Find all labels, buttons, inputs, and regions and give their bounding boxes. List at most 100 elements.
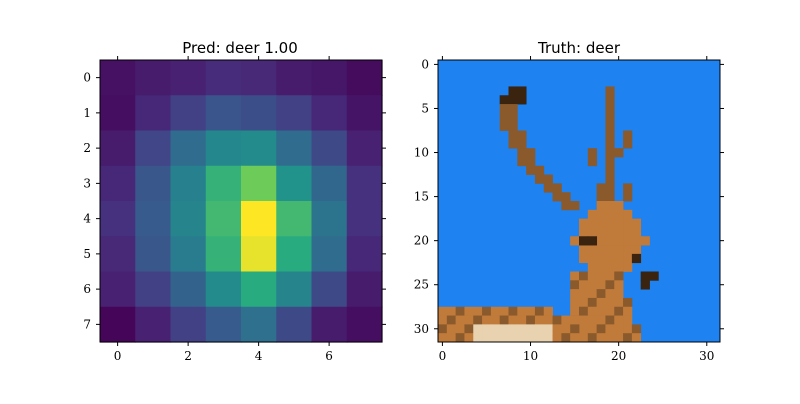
x-tick-label: 0: [439, 349, 447, 363]
image-pixel: [446, 306, 457, 316]
image-pixel: [570, 271, 580, 281]
heatmap-cell: [346, 130, 383, 167]
image-pixel: [473, 324, 483, 334]
truth-frame: [437, 59, 721, 343]
deer-pixels: [438, 86, 659, 343]
image-pixel: [631, 333, 642, 343]
image-pixel: [623, 324, 633, 334]
y-tick-label: 4: [83, 212, 91, 226]
image-pixel: [614, 245, 624, 255]
y-tick-label: 2: [83, 141, 91, 155]
image-pixel: [508, 324, 518, 334]
image-pixel: [587, 209, 598, 220]
heatmap-cell: [205, 236, 242, 273]
truth-image: [438, 60, 720, 343]
heatmap-cell: [276, 236, 313, 273]
heatmap-cell: [135, 60, 172, 96]
image-pixel: [614, 227, 624, 237]
heatmap-cell: [170, 95, 207, 132]
image-pixel: [508, 306, 518, 316]
image-pixel: [579, 280, 589, 290]
image-pixel: [605, 139, 615, 149]
image-pixel: [587, 315, 598, 325]
image-pixel: [614, 324, 624, 334]
image-pixel: [605, 306, 615, 316]
image-pixel: [631, 227, 642, 237]
image-pixel: [482, 315, 492, 325]
image-pixel: [596, 192, 606, 202]
image-pixel: [526, 333, 536, 343]
heatmap-cell: [311, 60, 348, 96]
heatmap-cell: [241, 236, 277, 273]
x-tick-label: 30: [699, 349, 714, 363]
y-tick-label: 10: [414, 146, 429, 160]
heatmap-cell: [135, 201, 172, 237]
image-pixel: [587, 218, 598, 228]
image-pixel: [464, 333, 474, 343]
image-pixel: [587, 253, 598, 264]
image-pixel: [596, 236, 606, 246]
image-pixel: [596, 245, 606, 255]
image-pixel: [534, 315, 545, 325]
image-pixel: [605, 192, 615, 202]
image-pixel: [499, 95, 509, 105]
image-pixel: [534, 174, 545, 184]
image-pixel: [605, 165, 615, 175]
heatmap-cell: [311, 271, 348, 308]
heatmap-cell: [100, 306, 136, 343]
image-pixel: [508, 104, 518, 114]
image-pixel: [455, 333, 465, 343]
y-tick-label: 0: [421, 57, 429, 71]
image-pixel: [614, 289, 624, 299]
image-pixel: [631, 324, 642, 334]
image-pixel: [587, 148, 598, 158]
image-pixel: [614, 280, 624, 290]
y-tick-label: 20: [414, 234, 429, 248]
image-pixel: [596, 289, 606, 299]
image-pixel: [579, 253, 589, 264]
image-pixel: [508, 112, 518, 123]
heatmap-cell: [100, 271, 136, 308]
image-pixel: [499, 112, 509, 123]
heatmap-cell: [205, 60, 242, 96]
image-pixel: [579, 297, 589, 308]
image-pixel: [570, 297, 580, 308]
image-pixel: [490, 315, 501, 325]
image-pixel: [552, 315, 562, 325]
image-pixel: [605, 262, 615, 272]
image-pixel: [623, 333, 633, 343]
heatmap-cell: [100, 165, 136, 202]
y-tick-label: 7: [83, 317, 91, 331]
image-pixel: [570, 333, 580, 343]
heatmap-title: Pred: deer 1.00: [182, 39, 298, 57]
image-pixel: [596, 297, 606, 308]
image-pixel: [499, 121, 509, 131]
heatmap-cell: [170, 165, 207, 202]
image-pixel: [596, 306, 606, 316]
image-pixel: [446, 324, 457, 334]
image-pixel: [561, 201, 571, 211]
image-pixel: [605, 112, 615, 123]
image-pixel: [649, 271, 659, 281]
image-pixel: [517, 306, 527, 316]
image-pixel: [596, 262, 606, 272]
image-pixel: [605, 95, 615, 105]
image-pixel: [587, 262, 598, 272]
image-pixel: [499, 104, 509, 114]
image-pixel: [543, 324, 553, 334]
image-pixel: [579, 289, 589, 299]
heatmap-cell: [135, 130, 172, 167]
image-pixel: [605, 236, 615, 246]
image-pixel: [605, 121, 615, 131]
image-pixel: [579, 333, 589, 343]
image-pixel: [455, 306, 465, 316]
x-tick-label: 10: [523, 349, 538, 363]
image-pixel: [631, 218, 642, 228]
image-pixel: [473, 333, 483, 343]
image-pixel: [640, 271, 650, 281]
image-pixel: [464, 324, 474, 334]
image-pixel: [605, 324, 615, 334]
x-tick-label: 4: [255, 349, 263, 363]
y-tick-label: 5: [83, 247, 91, 261]
